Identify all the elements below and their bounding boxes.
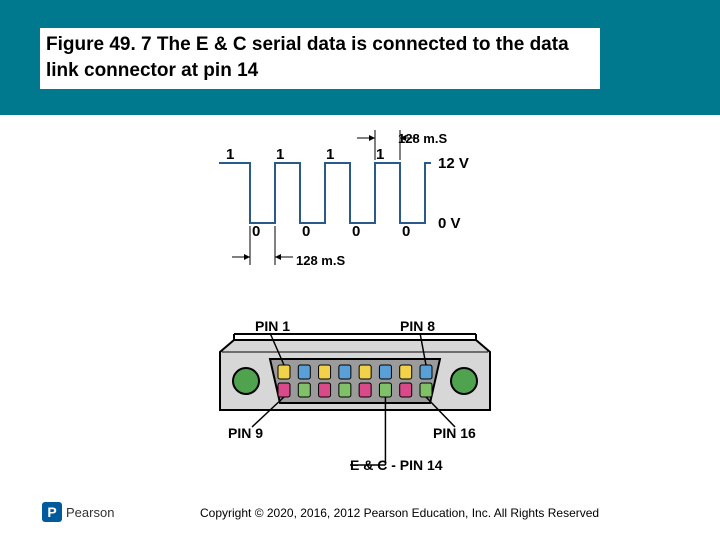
pulse-width-top: 128 m.S (398, 131, 447, 146)
bit-high-3: 1 (376, 146, 384, 163)
pin8-label: PIN 8 (400, 318, 435, 334)
diagram-area: 1 1 1 1 0 0 0 0 12 V 0 V 128 m.S 128 m.S… (0, 125, 720, 485)
bit-low-1: 0 (302, 223, 310, 240)
bit-high-0: 1 (226, 146, 234, 163)
pin9-label: PIN 9 (228, 425, 263, 441)
pin16-label: PIN 16 (433, 425, 476, 441)
copyright-text: Copyright © 2020, 2016, 2012 Pearson Edu… (200, 506, 599, 520)
pin1-label: PIN 1 (255, 318, 290, 334)
pulse-width-bottom: 128 m.S (296, 253, 345, 268)
bit-high-1: 1 (276, 146, 284, 163)
footer-logo: P Pearson (42, 502, 114, 522)
ec-pin-label: E & C - PIN 14 (350, 457, 443, 473)
figure-title: Figure 49. 7 The E & C serial data is co… (46, 32, 594, 83)
pearson-logo-icon: P (42, 502, 62, 522)
level-low-label: 0 V (438, 215, 461, 232)
bit-low-0: 0 (252, 223, 260, 240)
figure-title-box: Figure 49. 7 The E & C serial data is co… (40, 28, 600, 89)
bit-high-2: 1 (326, 146, 334, 163)
bit-low-3: 0 (402, 223, 410, 240)
level-high-label: 12 V (438, 155, 469, 172)
brand-text: Pearson (66, 505, 114, 520)
diagram-svg (0, 125, 720, 485)
bit-low-2: 0 (352, 223, 360, 240)
